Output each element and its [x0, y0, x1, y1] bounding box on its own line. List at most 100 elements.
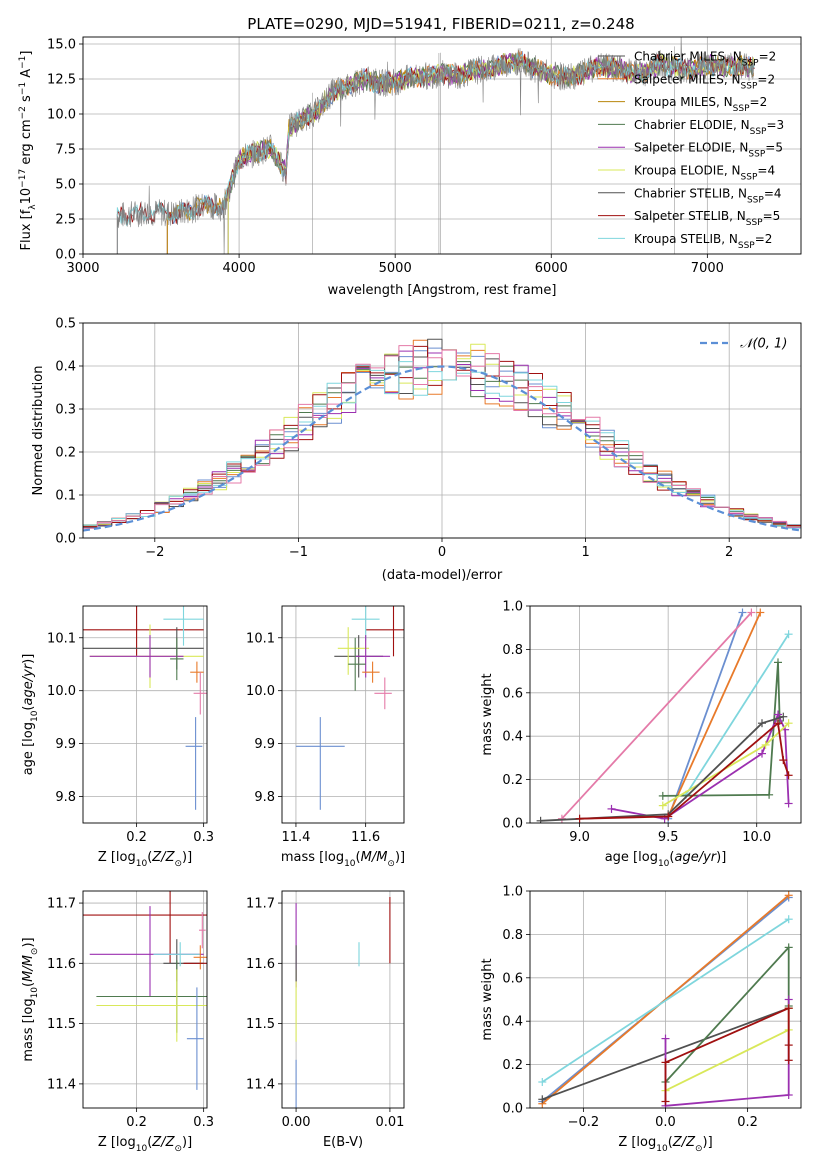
x-tick-label: 6000	[535, 261, 568, 276]
weight-line-chabrier_miles	[667, 612, 744, 820]
x-tick-label: 3000	[66, 261, 99, 276]
x-tick-label: 7000	[691, 261, 724, 276]
y-tick-label: 0.0	[55, 532, 76, 547]
legend-label: Salpeter ELODIE, NSSP=5	[634, 141, 783, 160]
y-axis-label: mass weight	[480, 673, 495, 755]
y-tick-label: 1.0	[502, 885, 523, 900]
weight-line-kroupa_stelib	[541, 918, 790, 1083]
weight-line-salpeter_miles	[667, 612, 762, 817]
x-tick-label: 10.0	[742, 830, 771, 845]
y-tick-label: 5.0	[55, 178, 76, 193]
grid-mass_vs_EBV	[282, 891, 404, 1108]
axes-spectrum: 3000 4000 5000 6000 7000 0.0 2.5 5.0 7.5 10.0 12.5…	[18, 36, 802, 298]
x-tick-label: 9.5	[658, 830, 679, 845]
grid-age_vs_Z	[83, 606, 207, 823]
x-tick-label: −0.2	[568, 1115, 600, 1130]
y-tick-label: 0.1	[55, 489, 76, 504]
y-tick-label: 11.4	[246, 1077, 275, 1092]
histogram-kroupa_stelib	[83, 361, 801, 529]
axes-mass_vs_Z: 0.2 0.3 11.4 11.5 11.6 11.7 Z [log10(Z/Z⊙)] mas…	[21, 890, 214, 1154]
axes-residuals: −2 −1 0 1 2 0.0 0.1 0.2 0.3 0.4 0.5 (data-model)/er…	[31, 317, 802, 583]
legend-label: Salpeter MILES, NSSP=2	[634, 72, 775, 91]
y-axis-label: mass weight	[480, 958, 495, 1040]
plot-area-residuals	[83, 338, 801, 532]
y-tick-label: 12.5	[47, 73, 76, 88]
observed-spectrum-line	[117, 37, 755, 254]
legend-label: 𝒩(0, 1)	[740, 337, 787, 352]
y-tick-label: 11.7	[47, 897, 76, 912]
y-tick-label: 0.2	[502, 1058, 523, 1073]
legend-label: Chabrier ELODIE, NSSP=3	[634, 118, 784, 137]
legend-label: Chabrier STELIB, NSSP=4	[634, 186, 782, 205]
weight-line-kroupa_elodie	[665, 1008, 790, 1092]
y-tick-label: 0.0	[502, 817, 523, 832]
figure-title: PLATE=0290, MJD=51941, FIBERID=0211, z=0…	[247, 15, 634, 33]
axes-age_vs_mass: 11.4 11.6 9.8 9.9 10.0 10.1 mass [log10(M/M⊙)]	[246, 605, 405, 869]
plot-area-age_vs_Z	[83, 606, 207, 810]
grid-age_vs_mass	[282, 606, 404, 823]
y-axis-label: Normed distribution	[31, 366, 46, 496]
plot-layer: 3000 4000 5000 6000 70000.02.55.07.510.012.5…	[18, 36, 802, 1154]
x-tick-label: 1	[581, 545, 589, 560]
weight-line-pink	[561, 611, 753, 820]
x-axis-label: wavelength [Angstrom, rest frame]	[328, 283, 557, 298]
x-axis-label: Z [log10(Z/Z⊙)]	[618, 1135, 712, 1154]
y-tick-label: 11.7	[246, 897, 275, 912]
y-tick-label: 0.8	[502, 928, 523, 943]
y-tick-label: 9.8	[254, 790, 275, 805]
weight-line-salpeter_stelib	[664, 1007, 790, 1102]
plot-area-mass_vs_EBV	[295, 897, 391, 1108]
plot-area-age_vs_mass	[295, 606, 404, 810]
y-tick-label: 0.2	[55, 446, 76, 461]
axes-frame	[82, 605, 208, 824]
x-tick-label: 9.0	[569, 830, 590, 845]
y-tick-label: 7.5	[55, 143, 76, 158]
grid-mass_vs_Z	[83, 891, 207, 1108]
x-tick-label: 5000	[379, 261, 412, 276]
y-tick-label: 0.0	[55, 248, 76, 263]
x-tick-label: 11.6	[351, 830, 380, 845]
y-tick-label: 1.0	[502, 600, 523, 615]
y-tick-label: 0.5	[55, 317, 76, 332]
axes-frame	[82, 36, 802, 255]
legend-label: Kroupa STELIB, NSSP=2	[634, 232, 772, 251]
y-tick-label: 0.8	[502, 643, 523, 658]
y-axis-label: age [log10(age/yr)]	[21, 654, 40, 776]
plot-area-mass_vs_Z	[83, 891, 207, 1090]
x-tick-label: 0.00	[282, 1115, 311, 1130]
y-tick-label: 9.9	[254, 737, 275, 752]
x-tick-label: 0.2	[126, 830, 147, 845]
histogram-pink	[83, 345, 801, 529]
x-axis-label: mass [log10(M/M⊙)]	[281, 850, 405, 869]
x-tick-label: 4000	[223, 261, 256, 276]
y-tick-label: 11.6	[246, 957, 275, 972]
x-axis-label: (data-model)/error	[382, 568, 503, 583]
x-tick-label: 0.0	[655, 1115, 676, 1130]
y-tick-label: 15.0	[47, 38, 76, 53]
y-tick-label: 10.0	[246, 684, 275, 699]
gaussian-curve	[83, 365, 801, 532]
y-tick-label: 11.6	[47, 957, 76, 972]
x-tick-label: 11.4	[281, 830, 310, 845]
y-tick-label: 9.8	[55, 790, 76, 805]
grid-weight_vs_age	[530, 605, 801, 824]
x-tick-label: 0.3	[193, 830, 214, 845]
axes-frame	[82, 322, 802, 539]
x-tick-label: 0.2	[737, 1115, 758, 1130]
legend-label: Chabrier MILES, NSSP=2	[634, 50, 776, 69]
weight-line-salpeter_stelib	[579, 722, 790, 820]
axes-age_vs_Z: 0.2 0.3 9.8 9.9 10.0 10.1 Z [log10(Z/Z⊙)] age […	[21, 605, 214, 869]
x-axis-label: Z [log10(Z/Z⊙)]	[98, 850, 192, 869]
y-axis-label: Flux [fλ10−17 erg cm−2 s−1 A−1]	[18, 51, 38, 251]
y-tick-label: 0.6	[502, 971, 523, 986]
y-tick-label: 0.2	[502, 773, 523, 788]
y-tick-label: 10.0	[47, 684, 76, 699]
axes-frame	[281, 890, 405, 1109]
plot-area-spectrum	[116, 37, 755, 254]
legend: Chabrier MILES, NSSP=2 Salpeter MILES, NS…	[598, 50, 784, 251]
histogram-salpeter_stelib	[83, 345, 801, 527]
y-tick-label: 10.0	[47, 108, 76, 123]
y-tick-label: 9.9	[55, 737, 76, 752]
y-tick-label: 10.1	[47, 631, 76, 646]
y-tick-label: 11.5	[246, 1017, 275, 1032]
